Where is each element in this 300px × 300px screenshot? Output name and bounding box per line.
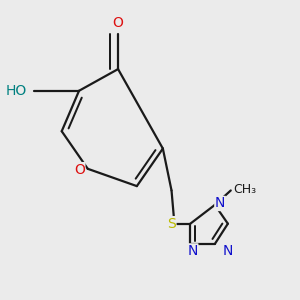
- Text: N: N: [223, 244, 233, 258]
- Text: N: N: [188, 244, 198, 258]
- Text: N: N: [215, 196, 225, 211]
- Text: HO: HO: [6, 84, 27, 98]
- Text: O: O: [74, 163, 85, 177]
- Text: CH₃: CH₃: [234, 182, 257, 196]
- Text: S: S: [167, 217, 176, 231]
- Text: O: O: [112, 16, 124, 30]
